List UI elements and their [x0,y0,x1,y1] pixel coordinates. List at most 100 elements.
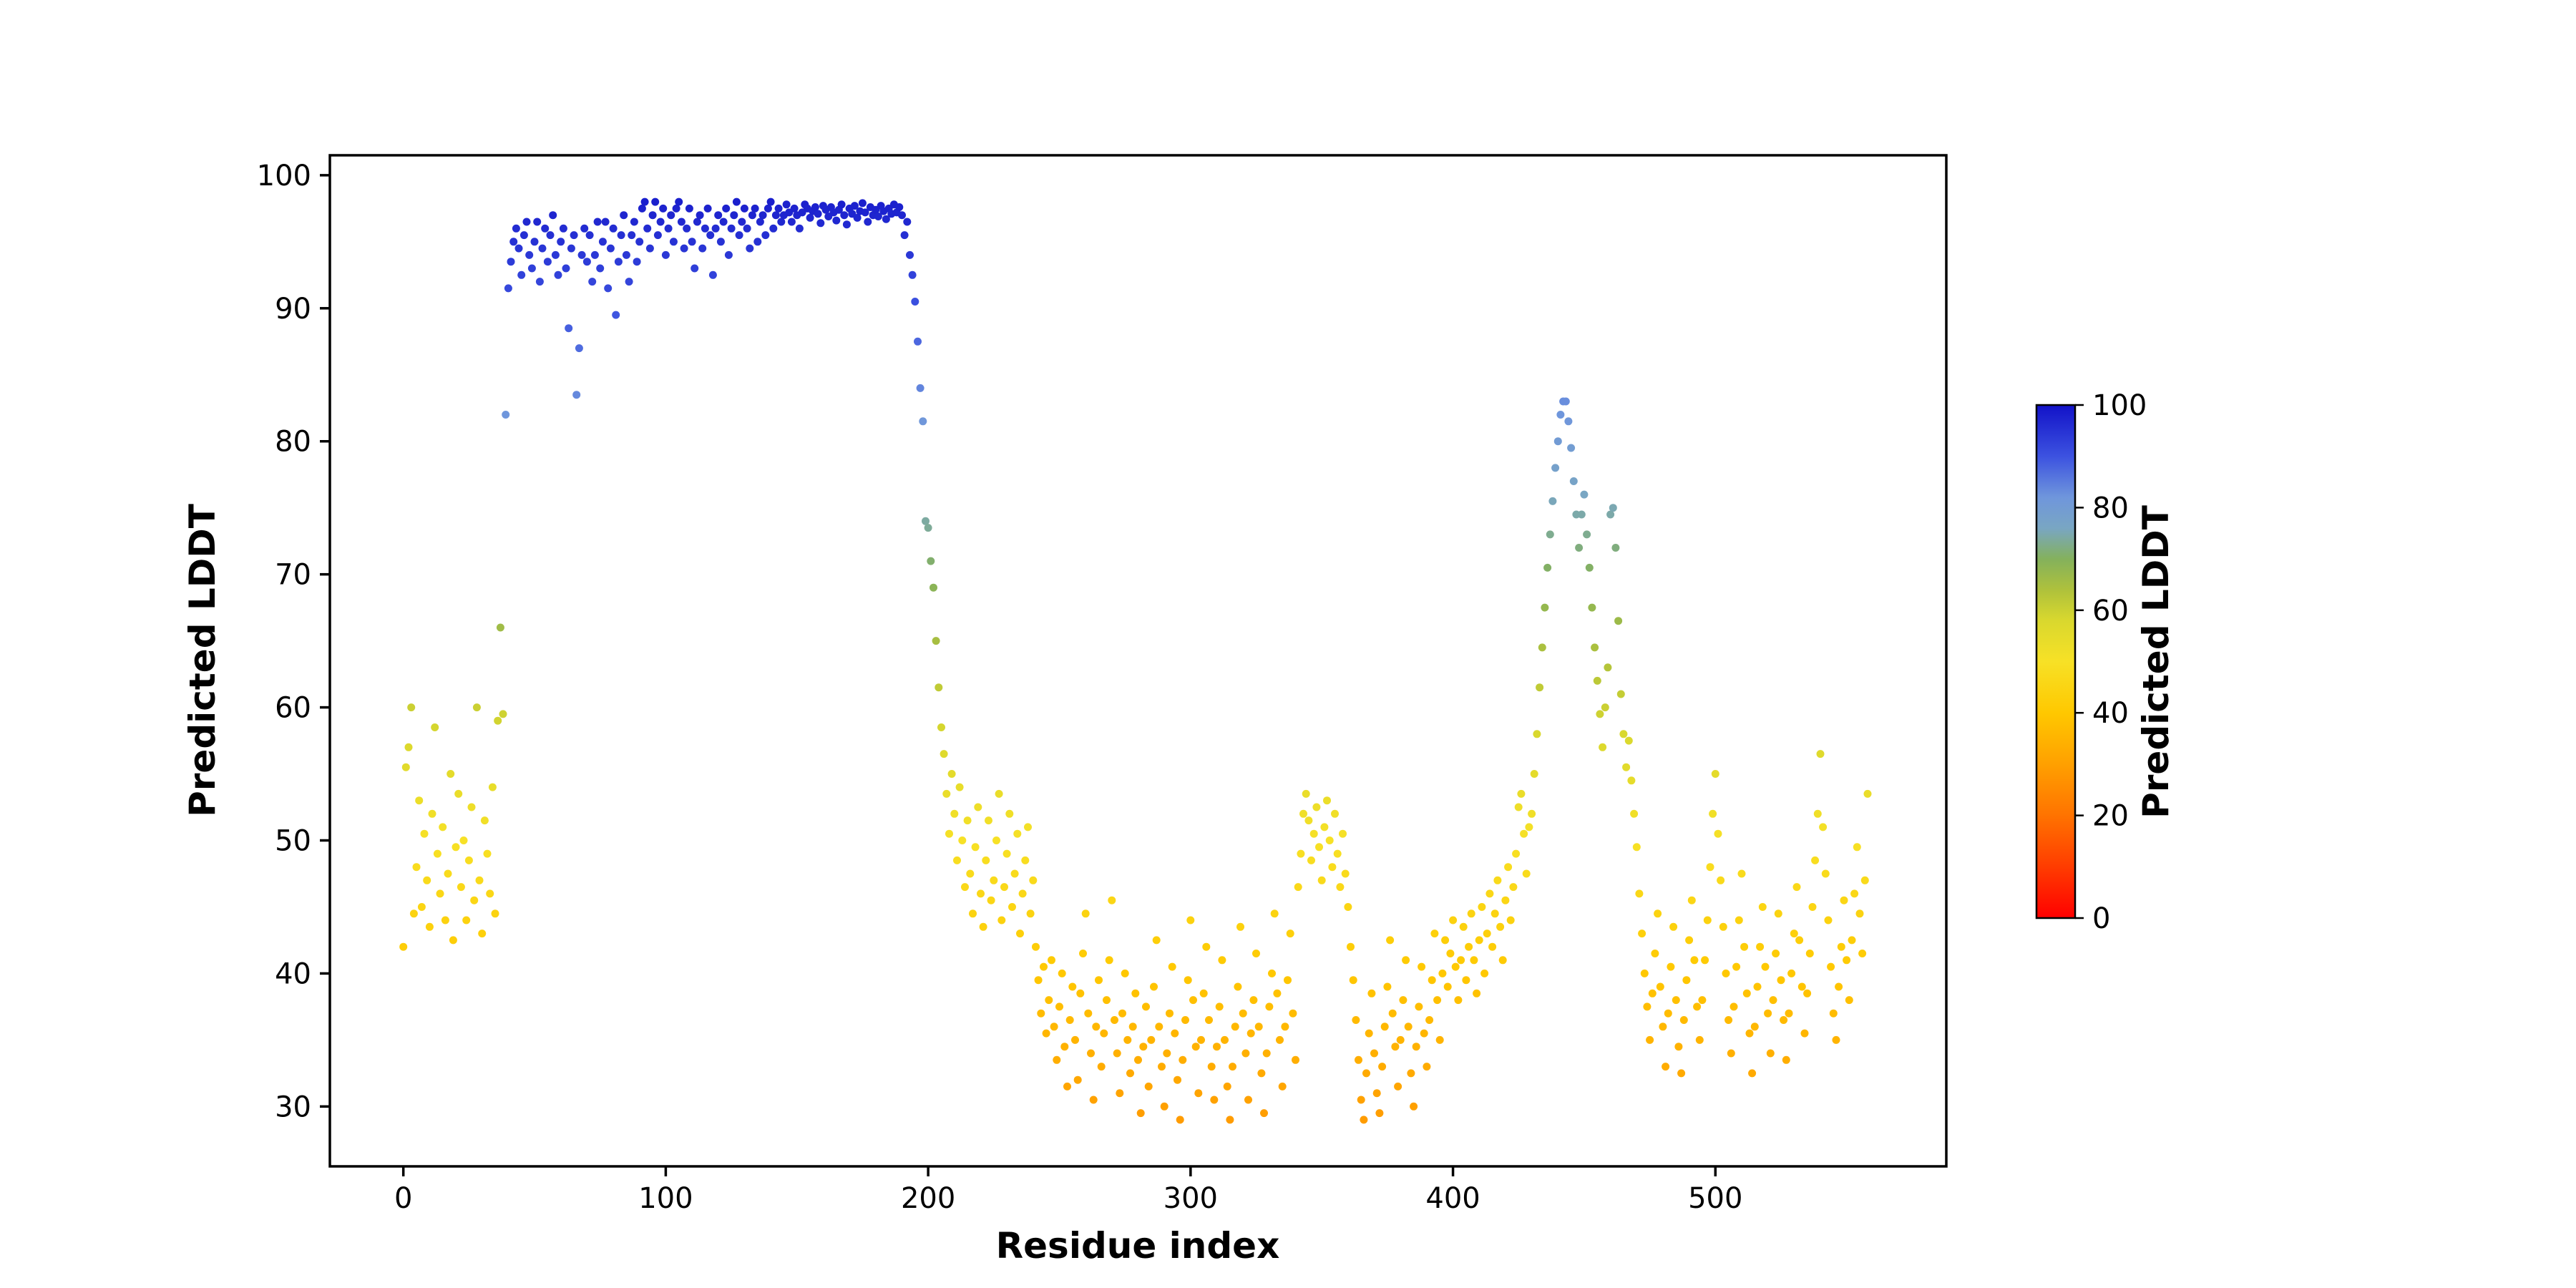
scatter-point [512,224,520,233]
scatter-point [906,250,914,259]
scatter-point [769,224,778,233]
scatter-point [1740,942,1749,951]
scatter-point [1315,843,1323,852]
scatter-point [454,789,463,798]
scatter-point [1380,1023,1389,1031]
scatter-point [1860,876,1869,884]
scatter-point [1276,1035,1284,1044]
scatter-point [1855,909,1864,918]
scatter-point [1000,883,1008,892]
scatter-point [1116,1089,1124,1098]
scatter-point [559,224,567,233]
scatter-point [1863,789,1872,798]
scatter-point [1470,956,1478,965]
scatter-point [703,204,712,213]
scatter-point [1580,490,1589,499]
scatter-point [633,258,641,266]
scatter-point [1496,922,1505,931]
scatter-point [930,583,937,592]
scatter-point [1352,1016,1360,1024]
scatter-point [669,238,678,246]
scatter-point [1790,930,1798,938]
scatter-point [1443,982,1452,991]
scatter-point [1016,930,1024,938]
scatter-point [661,250,670,259]
scatter-point [1418,962,1426,971]
scatter-point [1087,1049,1095,1058]
scatter-point [1488,942,1497,951]
scatter-point [535,278,544,286]
scatter-point [958,836,967,844]
scatter-point [1142,1002,1150,1011]
scatter-point [499,710,507,718]
scatter-point [1179,1055,1187,1064]
scatter-point [464,856,473,864]
scatter-point [1339,829,1347,838]
scatter-point [945,829,953,838]
scatter-point [777,218,786,226]
scatter-point [596,264,605,273]
scatter-point [1210,1096,1219,1104]
scatter-point [1396,1035,1405,1044]
scatter-point [1785,1009,1793,1018]
scatter-point [1034,976,1043,985]
scatter-point [935,683,943,692]
scatter-point [1638,930,1646,938]
scatter-point [1654,909,1662,918]
x-tick-label: 200 [901,1182,955,1215]
scatter-point [979,922,987,931]
x-tick-label: 300 [1163,1182,1218,1215]
scatter-point [401,763,410,771]
scatter-point [738,218,746,226]
scatter-point [1677,1069,1686,1078]
scatter-point [1512,849,1521,858]
scatter-point [543,258,552,266]
scatter-point [1144,1082,1153,1091]
scatter-point [1292,1055,1299,1064]
scatter-point [1323,796,1331,805]
scatter-point [470,896,479,904]
scatter-point [716,238,725,246]
scatter-point [1548,497,1557,505]
scatter-point [1698,996,1707,1005]
scatter-point [1601,703,1609,712]
scatter-point [1425,1016,1434,1024]
scatter-point [1832,1035,1840,1044]
scatter-point [1853,843,1861,852]
scatter-point [1333,849,1342,858]
scatter-point [1029,876,1038,884]
scatter-point [1215,1002,1224,1011]
scatter-point [937,723,945,731]
scatter-point [714,211,723,220]
scatter-point [1729,1002,1738,1011]
scatter-point [1134,1055,1142,1064]
scatter-point [1850,889,1859,898]
scatter-point [814,210,822,218]
scatter-point [562,264,570,273]
scatter-point [601,218,610,226]
colorbar-tick-label: 20 [2092,800,2129,833]
scatter-point [1234,982,1242,991]
scatter-point [1619,730,1628,738]
scatter-point [1640,969,1649,977]
scatter-point [1412,1043,1420,1051]
scatter-point [1386,936,1395,945]
colorbar-label: Predicted LDDT [2135,505,2177,819]
scatter-point [1805,950,1814,957]
scatter-point [1304,816,1313,825]
scatter-point [1231,1023,1239,1031]
scatter-point [1095,976,1103,985]
scatter-point [1410,1102,1418,1111]
scatter-point [1018,889,1027,898]
scatter-point [480,816,489,825]
scatter-point [1808,903,1817,911]
scatter-point [1199,989,1208,997]
x-tick-label: 100 [638,1182,693,1215]
scatter-point [1123,1035,1132,1044]
scatter-point [1498,956,1507,965]
scatter-point [882,215,890,223]
scatter-point [1858,950,1867,957]
scatter-point [1005,809,1014,818]
